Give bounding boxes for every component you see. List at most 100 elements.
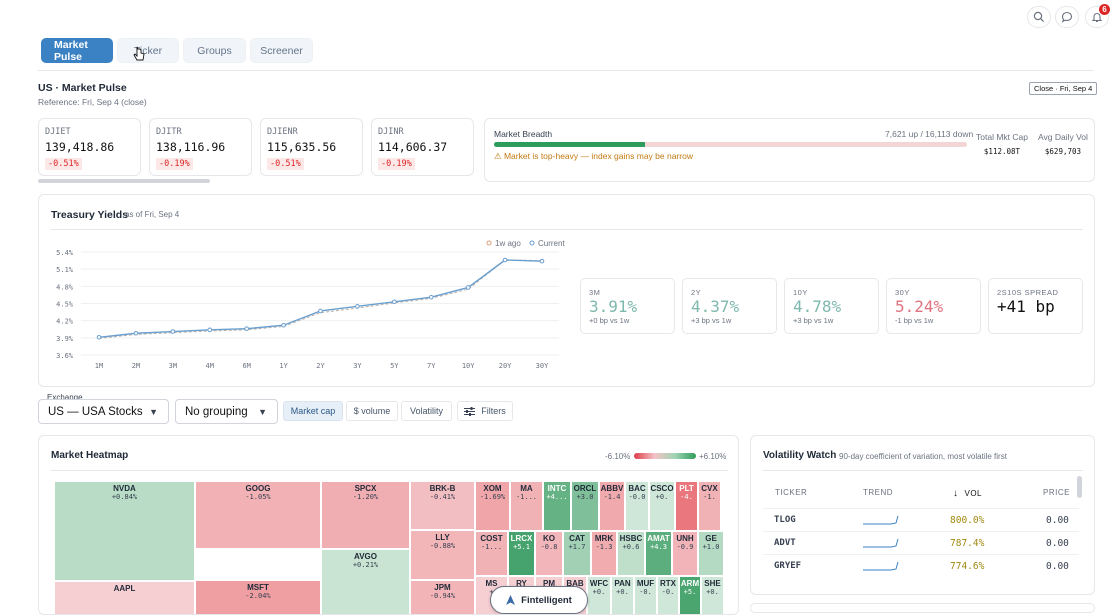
tab-market-pulse[interactable]: Market Pulse xyxy=(41,38,113,63)
chat-button[interactable] xyxy=(1055,6,1079,28)
heatmap-cell-ticker: SPCX xyxy=(354,484,377,493)
index-card[interactable]: DJINR 114,606.37 -0.19% xyxy=(371,118,474,176)
heatmap-cell[interactable]: MA -1... xyxy=(510,481,543,531)
search-button[interactable] xyxy=(1027,6,1051,28)
heatmap-cell[interactable]: GOOG -1.05% xyxy=(195,481,321,549)
index-name: DJIET xyxy=(45,127,71,137)
heatmap-cell[interactable]: ORCL +3.0 xyxy=(571,481,599,531)
horizontal-scrollbar[interactable] xyxy=(38,179,210,183)
tab-groups[interactable]: Groups xyxy=(183,38,246,63)
x-tick-label: 1M xyxy=(95,362,103,370)
index-card[interactable]: DJIENR 115,635.56 -0.51% xyxy=(260,118,363,176)
chat-bubble-icon xyxy=(1061,11,1073,23)
top-bar: 6 xyxy=(0,0,1120,32)
fintelligent-assistant-button[interactable]: Fintelligent xyxy=(490,586,588,614)
data-point xyxy=(133,330,139,336)
heatmap-cell[interactable]: PAN +0. xyxy=(611,576,634,614)
exchange-select[interactable]: US — USA Stocks ▼ xyxy=(38,399,169,424)
table-row[interactable]: TLOG 800.0% 0.00 xyxy=(763,508,1079,531)
heatmap-cell[interactable]: HSBC +0.6 xyxy=(617,531,645,576)
heatmap-cell-ticker: AMAT xyxy=(647,534,670,543)
heatmap-cell-change: +1.7 xyxy=(568,543,586,551)
heatmap-cell[interactable]: SPCX -1.20% xyxy=(321,481,410,549)
heatmap-cell[interactable]: LLY -0.88% xyxy=(410,530,475,580)
metric-market-cap[interactable]: Market cap xyxy=(283,401,343,421)
heatmap-cell[interactable]: CSCO +0. xyxy=(649,481,675,531)
heatmap-cell[interactable]: LRCX +5.1 xyxy=(508,531,535,576)
grouping-select[interactable]: No grouping ▼ xyxy=(175,399,278,424)
heatmap-cell[interactable]: CAT +1.7 xyxy=(563,531,591,576)
heatmap-cell[interactable]: ABBV -1.4 xyxy=(599,481,625,531)
heatmap-cell[interactable]: SHE +0. xyxy=(701,576,724,614)
notification-badge: 6 xyxy=(1099,4,1110,15)
yield-card[interactable]: 3M 3.91% +0 bp vs 1w xyxy=(580,278,675,334)
tab-ticker[interactable]: Ticker xyxy=(117,38,179,63)
heatmap-cell[interactable]: ARM +5. xyxy=(679,576,701,614)
heatmap-cell[interactable]: MSFT -2.04% xyxy=(195,580,321,614)
heatmap-cell[interactable]: PLT -4. xyxy=(675,481,698,531)
heatmap-cell[interactable]: MUF -0. xyxy=(634,576,657,614)
heatmap-cell[interactable]: NVDA +0.84% xyxy=(54,481,195,581)
heatmap-cell[interactable]: INTC +4... xyxy=(543,481,571,531)
tab-screener[interactable]: Screener xyxy=(250,38,313,63)
row-price: 0.00 xyxy=(1046,515,1069,526)
data-point xyxy=(318,308,323,314)
index-card[interactable]: DJIET 139,418.86 -0.51% xyxy=(38,118,141,176)
x-tick-label: 30Y xyxy=(536,362,549,370)
heatmap-cell[interactable]: COST -1... xyxy=(475,531,508,576)
divider xyxy=(51,470,728,471)
yield-card[interactable]: 2S10S SPREAD +41 bp xyxy=(988,278,1083,334)
yield-card[interactable]: 2Y 4.37% +3 bp vs 1w xyxy=(682,278,777,334)
row-vol: 774.6% xyxy=(950,561,985,572)
yield-card-value: 4.78% xyxy=(793,297,842,316)
heatmap-cell[interactable]: GE +1.0 xyxy=(698,531,724,576)
col-ticker[interactable]: TICKER xyxy=(775,488,808,497)
metric-dollar-volume[interactable]: $ volume xyxy=(346,401,398,421)
heatmap-scale-high: +6.10% xyxy=(699,452,727,461)
index-card[interactable]: DJITR 138,116.96 -0.19% xyxy=(149,118,252,176)
yield-card-change: +0 bp vs 1w xyxy=(589,316,630,325)
heatmap-cell[interactable]: KO -0.8 xyxy=(535,531,563,576)
heatmap-cell-ticker: COST xyxy=(480,534,503,543)
index-change: -0.19% xyxy=(378,158,415,170)
heatmap-cell-change: -0. xyxy=(661,588,675,596)
heatmap-cell[interactable]: AAPL xyxy=(54,581,195,614)
heatmap-cell[interactable]: XOM -1.69% xyxy=(475,481,510,531)
total-mkt-cap: Total Mkt Cap $112.08T xyxy=(976,132,1028,156)
data-point xyxy=(502,257,508,263)
x-tick-label: 10Y xyxy=(462,362,475,370)
index-value: 139,418.86 xyxy=(45,140,115,154)
heatmap-cell-change: +0. xyxy=(655,493,669,501)
trend-sparkline xyxy=(863,515,899,525)
breadth-warning: ⚠ Market is top-heavy — index gains may … xyxy=(494,151,693,161)
breadth-bar-fill xyxy=(494,142,646,147)
heatmap-cell[interactable]: UNH -0.9 xyxy=(672,531,698,576)
vertical-scrollbar[interactable] xyxy=(1077,476,1082,498)
table-row[interactable]: ADVT 787.4% 0.00 xyxy=(763,531,1079,554)
heatmap-cell[interactable]: CVX -1. xyxy=(698,481,721,531)
col-vol[interactable]: ↓ VOL xyxy=(953,488,982,499)
heatmap-cell-ticker: WFC xyxy=(589,579,609,588)
heatmap-cell[interactable]: AMAT +4.3 xyxy=(645,531,672,576)
heatmap-cell[interactable]: MRK -1.3 xyxy=(591,531,617,576)
yield-card[interactable]: 30Y 5.24% -1 bp vs 1w xyxy=(886,278,981,334)
heatmap-cell-change: -1.3 xyxy=(595,543,613,551)
heatmap-cell[interactable]: RTX -0. xyxy=(657,576,679,614)
notifications-button[interactable]: 6 xyxy=(1085,4,1110,28)
col-trend[interactable]: TREND xyxy=(863,488,894,497)
col-price[interactable]: PRICE xyxy=(1043,488,1070,497)
heatmap-cell-ticker: LRCX xyxy=(510,534,533,543)
heatmap-cell[interactable]: BRK-B -0.41% xyxy=(410,481,475,530)
filters-button[interactable]: Filters xyxy=(457,401,513,421)
data-point xyxy=(465,285,471,290)
table-row[interactable]: GRYEF 774.6% 0.00 xyxy=(763,554,1079,577)
heatmap-cell[interactable]: BAC -0.0 xyxy=(625,481,649,531)
treasury-yields-card: Treasury Yields as of Fri, Sep 4 5.4% 5.1… xyxy=(38,194,1095,387)
metric-volatility[interactable]: Volatility xyxy=(401,401,452,421)
heatmap-cell[interactable]: WFC +0. xyxy=(587,576,611,614)
heatmap-cell[interactable]: JPM -0.94% xyxy=(410,580,475,614)
heatmap-cell[interactable]: AVGO +0.21% xyxy=(321,549,410,614)
yield-card-change: +3 bp vs 1w xyxy=(691,316,732,325)
yield-card[interactable]: 10Y 4.78% +3 bp vs 1w xyxy=(784,278,879,334)
data-point xyxy=(96,334,102,340)
